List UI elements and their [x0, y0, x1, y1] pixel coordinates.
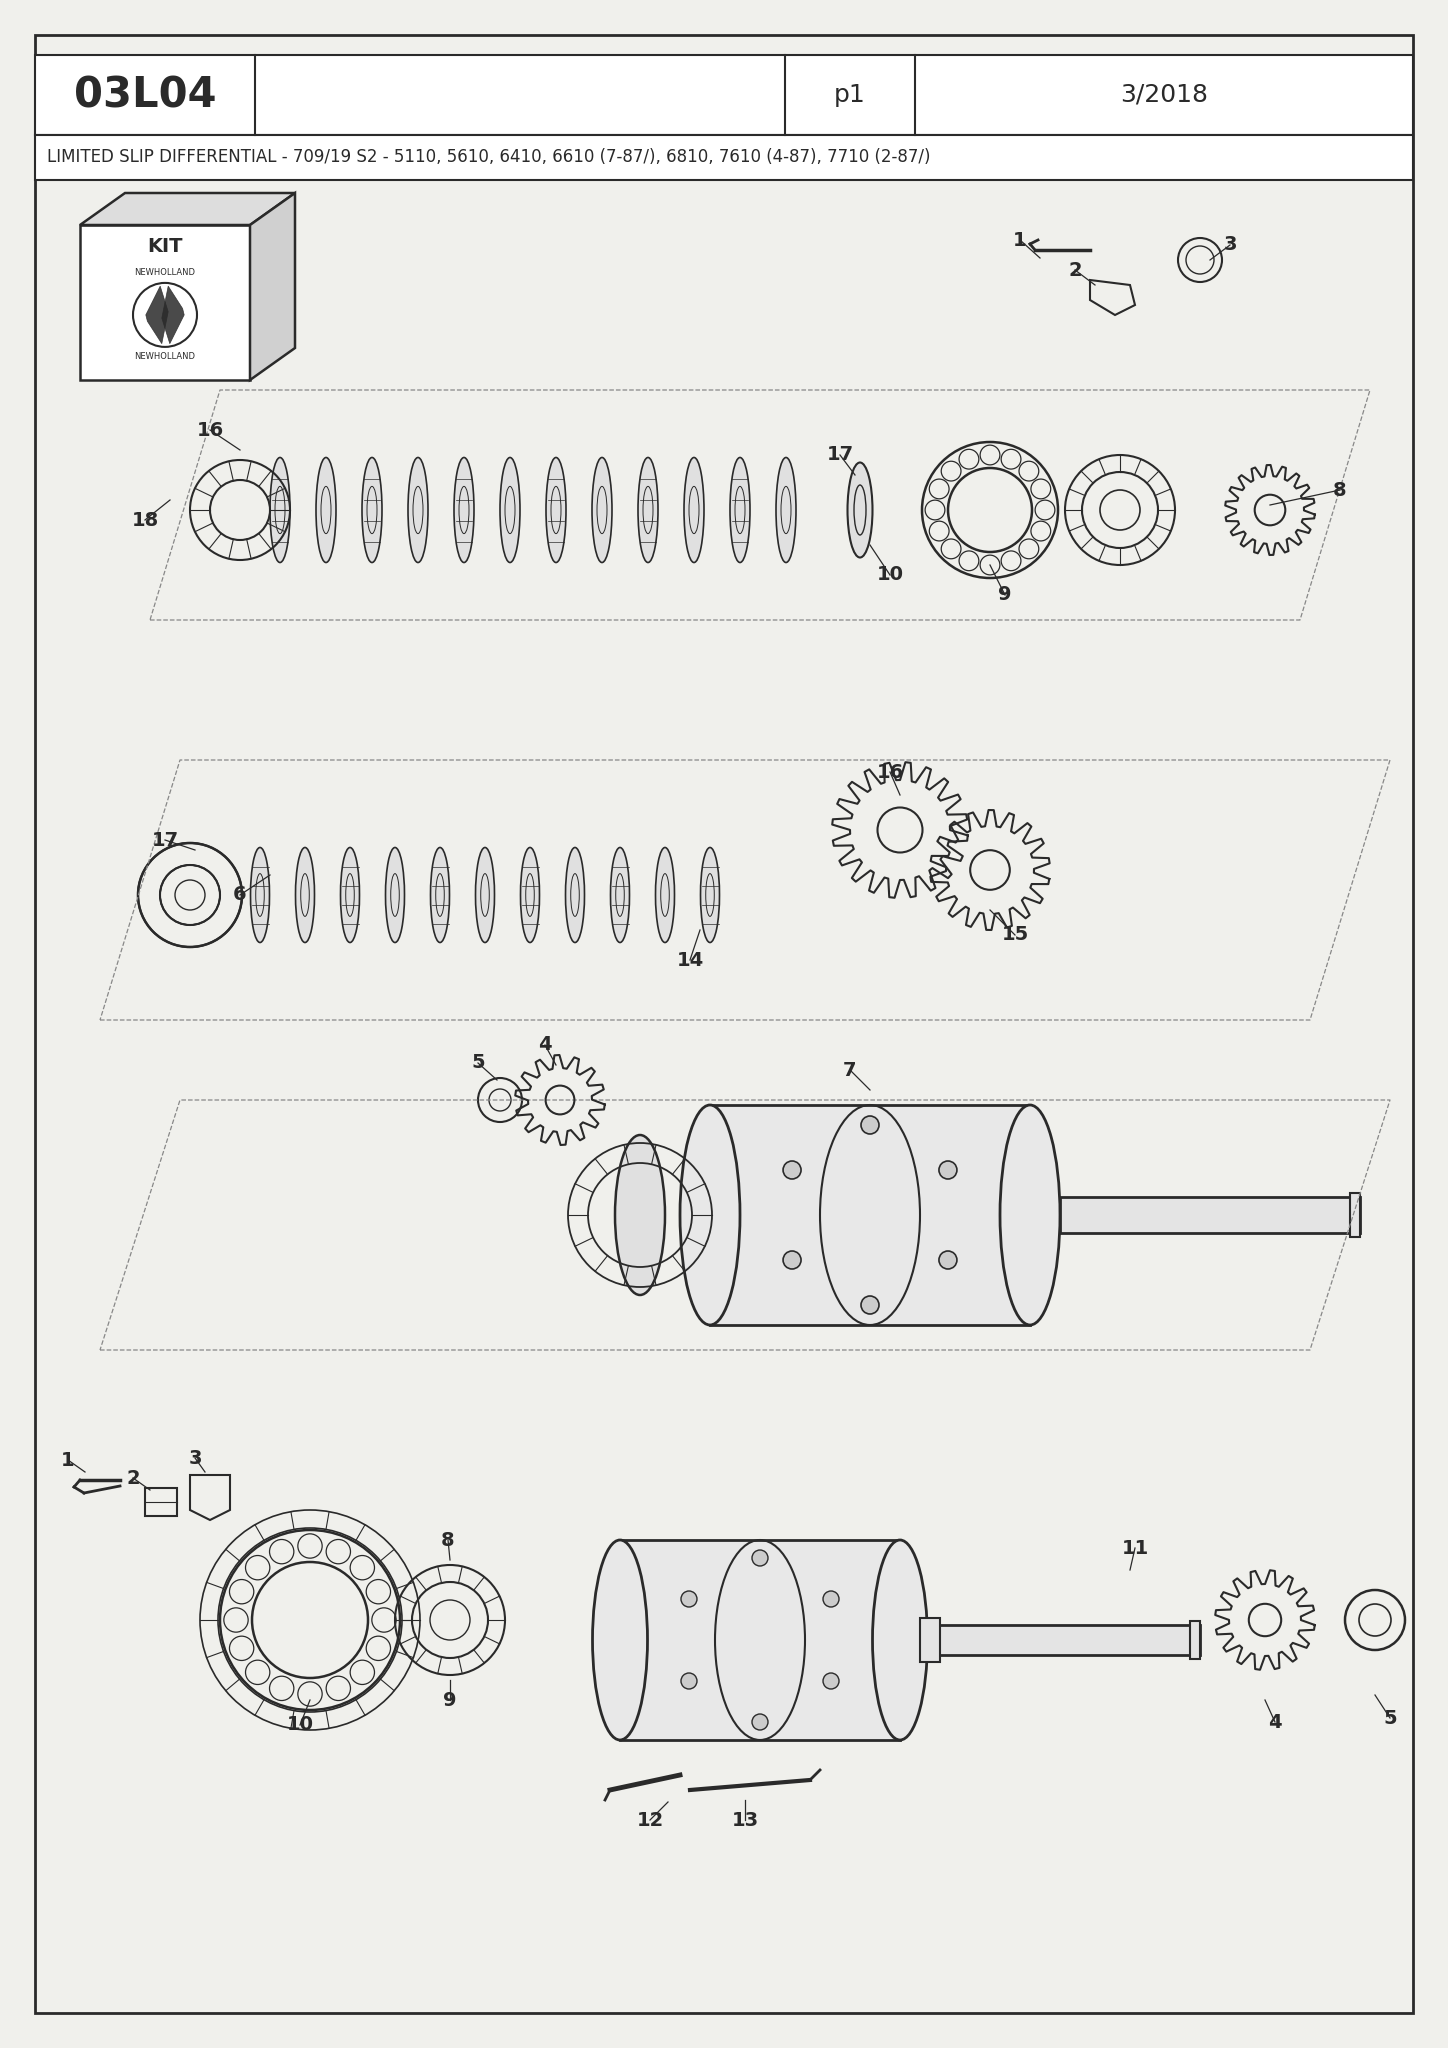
Text: 17: 17	[152, 831, 178, 850]
Text: 13: 13	[731, 1810, 759, 1829]
Text: 16: 16	[876, 762, 904, 782]
Polygon shape	[80, 193, 295, 225]
Bar	[145, 1489, 177, 1516]
Ellipse shape	[520, 848, 540, 942]
Text: 15: 15	[1002, 926, 1028, 944]
Ellipse shape	[430, 848, 449, 942]
Circle shape	[862, 1296, 879, 1315]
Circle shape	[783, 1161, 801, 1180]
Polygon shape	[162, 287, 184, 344]
Ellipse shape	[316, 457, 336, 563]
Circle shape	[681, 1591, 696, 1608]
Text: 17: 17	[827, 446, 853, 465]
Ellipse shape	[611, 848, 630, 942]
Bar	[35, 135, 1413, 180]
Text: 6: 6	[233, 885, 246, 905]
Ellipse shape	[455, 457, 473, 563]
Ellipse shape	[546, 457, 566, 563]
Polygon shape	[251, 193, 295, 381]
Ellipse shape	[475, 848, 495, 942]
Bar	[710, 1106, 1030, 1325]
Text: 4: 4	[1268, 1712, 1281, 1731]
Ellipse shape	[1001, 1106, 1060, 1325]
Text: p1: p1	[834, 84, 866, 106]
Bar	[80, 225, 251, 381]
Text: 2: 2	[1069, 260, 1082, 279]
Ellipse shape	[656, 848, 675, 942]
Text: 8: 8	[1334, 481, 1347, 500]
Text: 9: 9	[998, 586, 1012, 604]
Bar	[1190, 1622, 1200, 1659]
Ellipse shape	[362, 457, 382, 563]
Text: NEWHOLLAND: NEWHOLLAND	[135, 352, 195, 360]
Ellipse shape	[776, 457, 796, 563]
Ellipse shape	[295, 848, 314, 942]
Text: 4: 4	[539, 1036, 552, 1055]
Ellipse shape	[592, 1540, 647, 1741]
Text: 10: 10	[287, 1716, 314, 1735]
Bar	[620, 1540, 901, 1741]
Ellipse shape	[408, 457, 429, 563]
Text: 7: 7	[843, 1061, 857, 1079]
Ellipse shape	[847, 463, 873, 557]
Bar	[1060, 1196, 1360, 1233]
Text: 9: 9	[443, 1690, 456, 1710]
Text: 3/2018: 3/2018	[1119, 84, 1208, 106]
Text: 12: 12	[636, 1810, 663, 1829]
Ellipse shape	[701, 848, 720, 942]
Text: KIT: KIT	[148, 238, 182, 256]
Bar	[930, 1624, 1200, 1655]
Ellipse shape	[385, 848, 404, 942]
Ellipse shape	[683, 457, 704, 563]
Ellipse shape	[592, 457, 613, 563]
Text: 18: 18	[132, 510, 159, 530]
Ellipse shape	[500, 457, 520, 563]
Circle shape	[938, 1161, 957, 1180]
Text: 10: 10	[876, 565, 904, 584]
Bar	[919, 1618, 940, 1663]
Ellipse shape	[730, 457, 750, 563]
Ellipse shape	[566, 848, 585, 942]
Text: 11: 11	[1121, 1538, 1148, 1556]
Text: 5: 5	[471, 1053, 485, 1073]
Text: 1: 1	[61, 1450, 75, 1470]
Text: 03L04: 03L04	[74, 74, 216, 117]
Ellipse shape	[615, 1135, 665, 1294]
Bar	[35, 55, 1413, 135]
Circle shape	[752, 1714, 767, 1731]
Ellipse shape	[681, 1106, 740, 1325]
Text: 16: 16	[197, 420, 223, 440]
Bar	[1350, 1194, 1360, 1237]
Ellipse shape	[251, 848, 269, 942]
Polygon shape	[146, 287, 168, 344]
Text: LIMITED SLIP DIFFERENTIAL - 709/19 S2 - 5110, 5610, 6410, 6610 (7-87/), 6810, 76: LIMITED SLIP DIFFERENTIAL - 709/19 S2 - …	[46, 150, 931, 166]
Circle shape	[752, 1550, 767, 1567]
Text: 5: 5	[1383, 1708, 1397, 1729]
Text: 1: 1	[1014, 231, 1027, 250]
Text: 8: 8	[442, 1530, 455, 1550]
Text: 3: 3	[188, 1448, 201, 1468]
Circle shape	[681, 1673, 696, 1690]
Ellipse shape	[639, 457, 657, 563]
Text: 3: 3	[1224, 236, 1237, 254]
Circle shape	[783, 1251, 801, 1270]
Circle shape	[822, 1591, 838, 1608]
Text: NEWHOLLAND: NEWHOLLAND	[135, 268, 195, 276]
Circle shape	[938, 1251, 957, 1270]
Circle shape	[862, 1116, 879, 1135]
Ellipse shape	[269, 457, 290, 563]
Text: 2: 2	[126, 1468, 140, 1487]
Circle shape	[822, 1673, 838, 1690]
Ellipse shape	[873, 1540, 928, 1741]
Text: 14: 14	[676, 950, 704, 969]
Ellipse shape	[340, 848, 359, 942]
